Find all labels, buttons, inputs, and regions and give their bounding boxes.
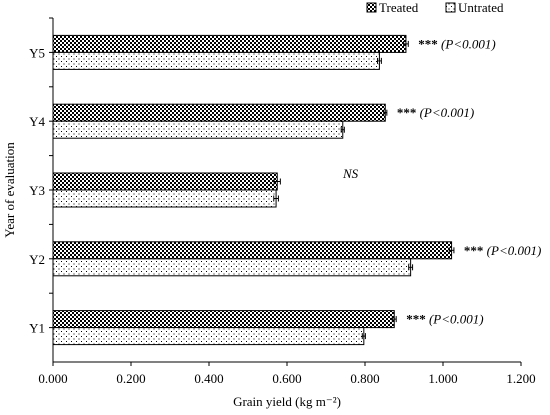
error-bar-untrated-y4 [340, 126, 345, 133]
y-ticks: Y1 Y2 Y3 Y4 Y5 [29, 17, 53, 336]
bar-treated-y4 [52, 103, 386, 122]
bar-treated-y3 [52, 172, 278, 191]
x-tick-label: 1.000 [428, 371, 457, 386]
annotations: *** (P<0.001) *** (P<0.001) NS *** (P<0.001… [342, 36, 541, 326]
bar-treated-y5 [52, 34, 407, 53]
significance-label-y2: *** (P<0.001) [464, 243, 541, 258]
error-bar-treated-y5 [403, 40, 409, 47]
x-tick-label: 1.200 [506, 371, 535, 386]
legend: Treated Untrated [366, 0, 504, 15]
x-tick-label: 0.200 [116, 371, 145, 386]
legend-swatch-untreated [445, 2, 456, 13]
y-tick-label-y4: Y4 [29, 114, 45, 129]
bar-untrated-y5 [52, 51, 380, 70]
error-bar-treated-y1 [391, 316, 397, 323]
legend-swatch-treated [366, 2, 377, 13]
y-tick-label-y5: Y5 [29, 45, 45, 60]
bars [52, 34, 453, 346]
significance-label-y4: *** (P<0.001) [397, 105, 474, 120]
error-bar-untrated-y2 [408, 264, 414, 271]
bar-untrated-y2 [52, 258, 412, 277]
x-tick-label: 0.400 [194, 371, 223, 386]
bar-untrated-y3 [52, 189, 277, 208]
legend-label-untreated: Untrated [458, 0, 504, 15]
bar-untrated-y4 [52, 120, 344, 139]
error-bars [273, 40, 455, 340]
axes: 0.000 0.200 0.400 0.600 0.800 1.000 1.200 Y1 Y2… [29, 17, 536, 386]
x-tick-label: 0.000 [38, 371, 67, 386]
y-tick-label-y3: Y3 [29, 183, 45, 198]
y-axis-title: Year of evaluation [2, 142, 17, 238]
bar-treated-y1 [52, 310, 395, 329]
significance-label-y1: *** (P<0.001) [406, 312, 483, 327]
y-tick-label-y1: Y1 [29, 321, 45, 336]
x-tick-label: 0.800 [350, 371, 379, 386]
error-bar-untrated-y1 [361, 333, 366, 340]
bar-treated-y2 [52, 241, 453, 260]
error-bar-treated-y4 [383, 109, 388, 116]
x-axis-title: Grain yield (kg m⁻²) [233, 394, 341, 409]
x-ticks: 0.000 0.200 0.400 0.600 0.800 1.000 1.200 [38, 362, 536, 386]
error-bar-untrated-y3 [273, 195, 279, 202]
significance-label-y3: NS [342, 166, 359, 181]
bar-untrated-y1 [52, 327, 365, 346]
y-tick-label-y2: Y2 [29, 252, 45, 267]
error-bar-untrated-y5 [376, 57, 382, 64]
error-bar-treated-y2 [448, 247, 455, 254]
error-bar-treated-y3 [273, 178, 281, 185]
legend-label-treated: Treated [379, 0, 419, 15]
x-tick-label: 0.600 [272, 371, 301, 386]
significance-label-y5: *** (P<0.001) [418, 36, 495, 51]
